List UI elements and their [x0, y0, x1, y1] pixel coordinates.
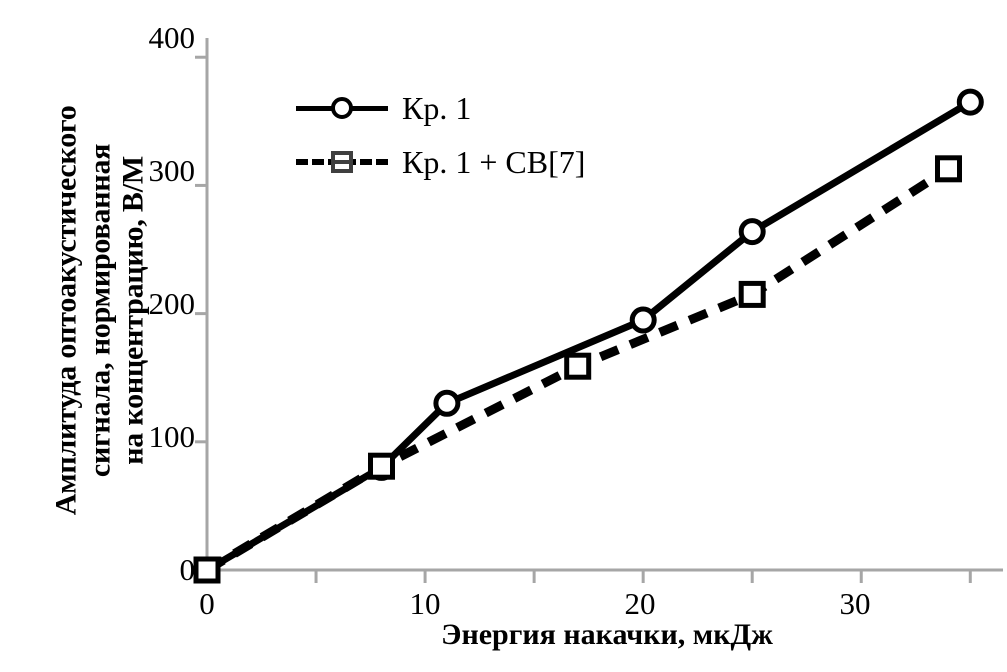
legend-label-0: Кр. 1 [402, 90, 472, 126]
series-1 [193, 155, 962, 584]
x-tick-label-0: 0 [199, 586, 215, 621]
y-tick-label-100: 100 [148, 419, 196, 454]
chart-legend: Кр. 1 Кр. 1 + CB[7] [296, 88, 585, 182]
data-point-marker [956, 88, 984, 116]
x-tick-label-30: 30 [839, 586, 871, 621]
data-point-marker [738, 280, 766, 308]
legend-key-solid-circle [296, 96, 388, 120]
data-point-marker [738, 218, 766, 246]
legend-item-1[interactable]: Кр. 1 + CB[7] [296, 142, 585, 182]
data-point-marker [935, 155, 962, 183]
x-axis-title: Энергия накачки, мкДж [441, 618, 773, 651]
circle-marker-icon [331, 97, 353, 119]
data-point-marker [564, 352, 592, 380]
y-tick-label-0: 0 [179, 552, 196, 587]
legend-key-dashed-square [296, 150, 388, 174]
y-tick-label-400: 400 [148, 20, 196, 55]
data-point-marker [368, 452, 395, 480]
x-tick-label-10: 10 [409, 586, 441, 621]
axes [195, 38, 1003, 583]
y-tick-label-300: 300 [148, 153, 196, 188]
data-point-marker [193, 556, 221, 584]
legend-label-1: Кр. 1 + CB[7] [402, 144, 586, 180]
legend-item-0[interactable]: Кр. 1 [296, 88, 585, 128]
y-tick-label-200: 200 [148, 286, 196, 321]
data-point-marker [629, 306, 657, 334]
data-series-group [193, 88, 984, 584]
square-marker-icon [331, 151, 353, 173]
data-point-marker [433, 389, 461, 417]
x-tick-label-20: 20 [624, 586, 656, 621]
